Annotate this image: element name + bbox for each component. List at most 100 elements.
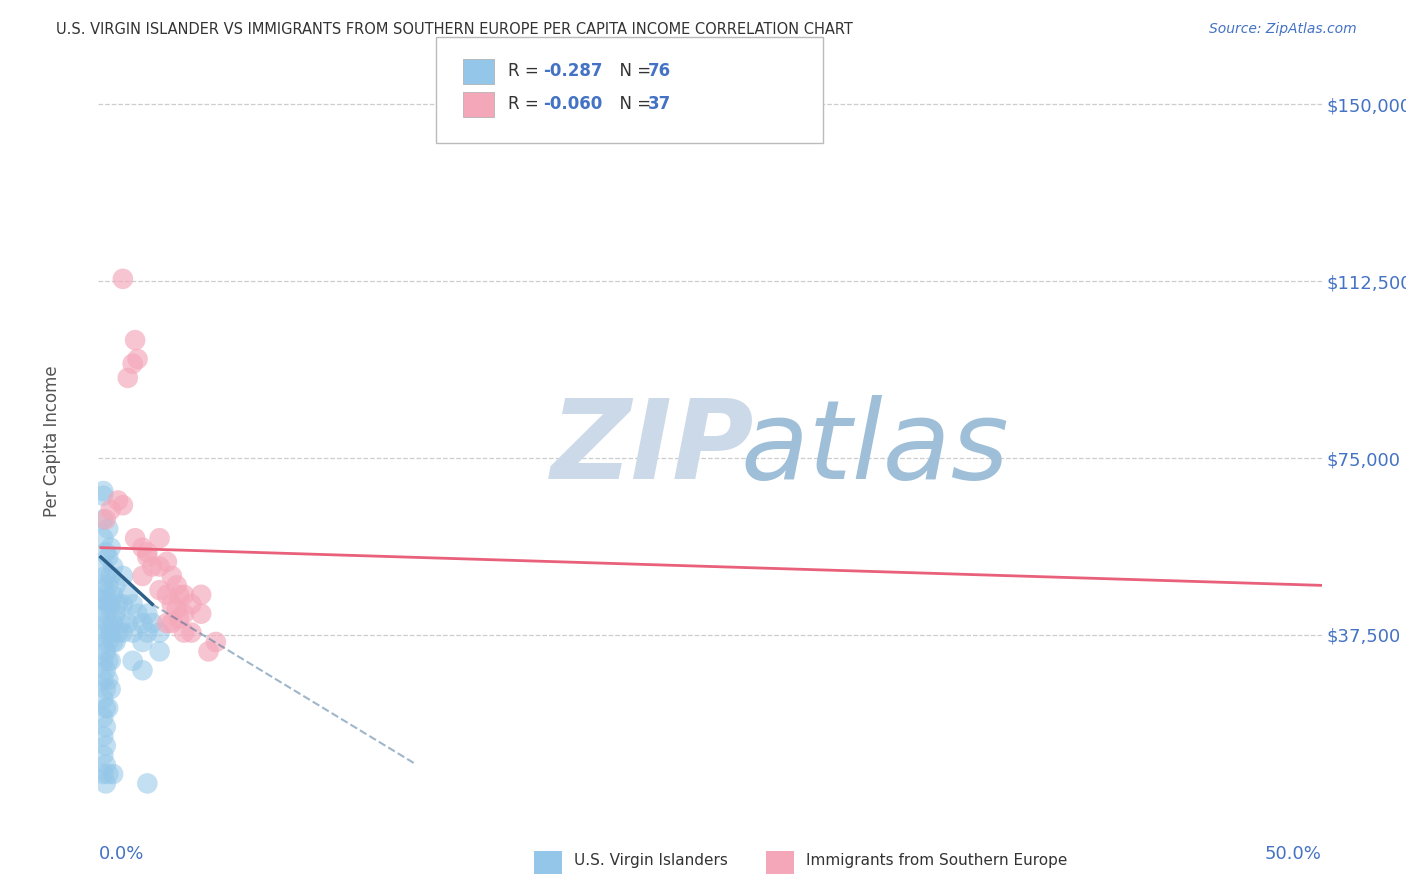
Point [149,531,172,545]
Point [136,550,159,565]
Point [91,597,114,611]
Text: 37: 37 [648,95,672,113]
Point [190,607,212,621]
Point [94,644,117,658]
Point [149,644,172,658]
Point [94,757,117,772]
Point [131,569,153,583]
Point [136,607,159,621]
Point [94,588,117,602]
Point [100,682,122,697]
Point [111,569,134,583]
Point [94,625,117,640]
Point [104,578,127,592]
Point [166,602,188,616]
Text: U.S. VIRGIN ISLANDER VS IMMIGRANTS FROM SOUTHERN EUROPE PER CAPITA INCOME CORREL: U.S. VIRGIN ISLANDER VS IMMIGRANTS FROM … [56,22,853,37]
Point [100,597,122,611]
Text: ZIP: ZIP [551,395,755,502]
Point [97,578,120,592]
Point [160,597,183,611]
Point [180,597,202,611]
Point [110,616,132,631]
Point [107,625,129,640]
Point [149,583,172,598]
Text: 50.0%: 50.0% [1265,845,1322,863]
Point [94,512,117,526]
Text: R =: R = [508,62,544,80]
Point [97,654,120,668]
Point [91,512,114,526]
Point [104,607,127,621]
Point [94,607,117,621]
Point [160,569,183,583]
Point [173,607,195,621]
Point [173,625,195,640]
Point [149,559,172,574]
Point [117,588,139,602]
Point [156,588,179,602]
Point [97,767,120,781]
Text: N =: N = [609,95,657,113]
Point [104,635,127,649]
Point [100,503,122,517]
Point [91,592,114,607]
Text: Source: ZipAtlas.com: Source: ZipAtlas.com [1209,22,1357,37]
Text: U.S. Virgin Islanders: U.S. Virgin Islanders [574,854,727,868]
Point [107,493,129,508]
Point [121,357,143,371]
Point [180,625,202,640]
Point [136,545,159,559]
Point [197,644,219,658]
Point [91,484,114,499]
Text: Per Capita Income: Per Capita Income [44,366,60,517]
Point [167,588,190,602]
Point [100,541,122,555]
Point [91,710,114,724]
Point [97,673,120,687]
Point [127,351,149,366]
Point [136,625,159,640]
Point [149,625,172,640]
Point [111,272,134,286]
Point [94,663,117,677]
Text: Immigrants from Southern Europe: Immigrants from Southern Europe [806,854,1067,868]
Text: R =: R = [508,95,544,113]
Point [97,597,120,611]
Point [101,635,124,649]
Point [121,654,143,668]
Point [160,616,183,631]
Point [166,578,188,592]
Point [97,616,120,631]
Point [94,569,117,583]
Point [107,597,129,611]
Point [91,729,114,743]
Point [100,569,122,583]
Text: 76: 76 [648,62,671,80]
Point [94,701,117,715]
Text: atlas: atlas [741,395,1010,502]
Point [91,578,114,592]
Point [91,559,114,574]
Point [101,767,124,781]
Point [97,701,120,715]
Point [91,531,114,545]
Point [91,748,114,763]
Text: -0.287: -0.287 [543,62,602,80]
Point [101,588,124,602]
Point [156,616,179,631]
Point [167,611,190,625]
Point [131,541,153,555]
Point [131,616,153,631]
Point [91,673,114,687]
Point [111,498,134,512]
Point [131,635,153,649]
Point [91,635,114,649]
Point [101,616,124,631]
Point [117,371,139,385]
Point [111,597,134,611]
Point [156,555,179,569]
Point [124,333,146,347]
Point [127,607,149,621]
Point [94,739,117,753]
Point [100,654,122,668]
